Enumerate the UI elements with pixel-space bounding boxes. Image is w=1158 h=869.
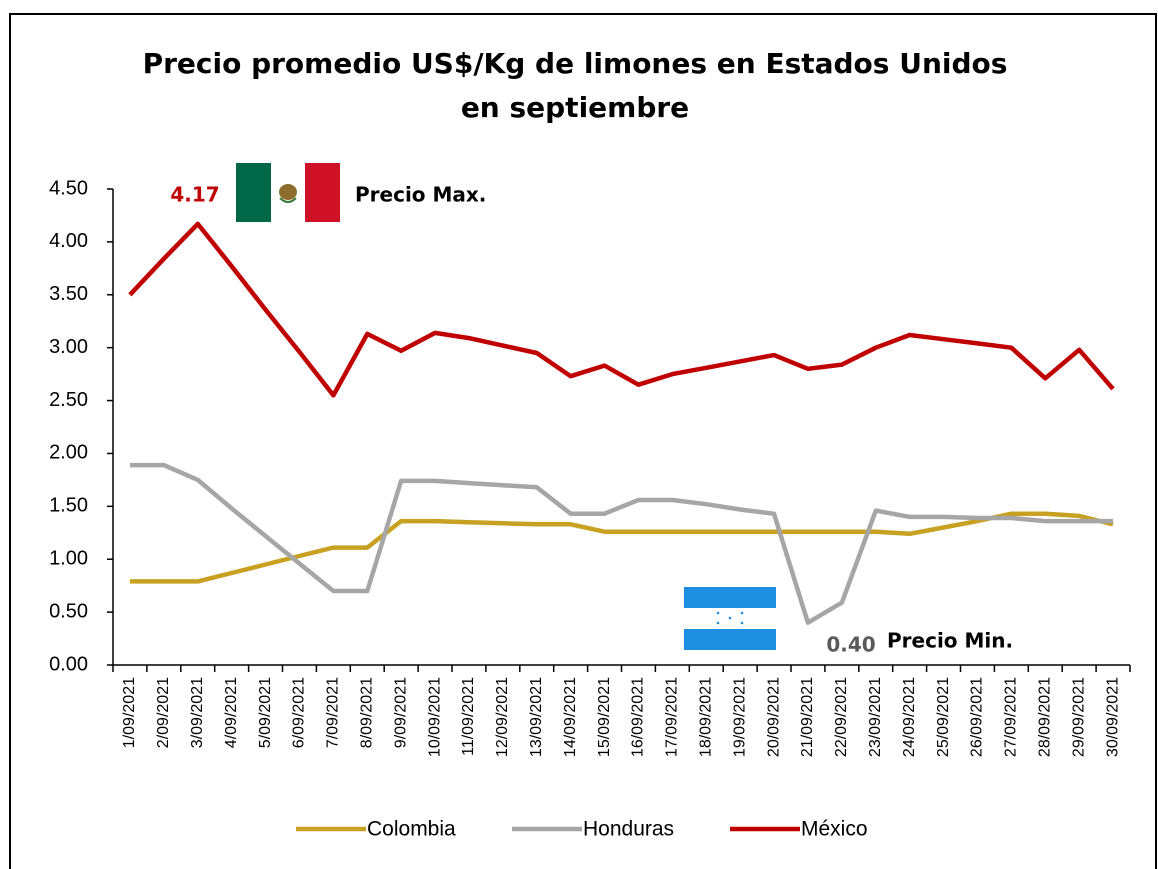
annotation: 0.40 xyxy=(826,633,875,657)
y-tick-label: 4.50 xyxy=(49,177,88,199)
x-tick-label: 30/09/2021 xyxy=(1104,677,1121,757)
x-tick-label: 4/09/2021 xyxy=(223,677,240,748)
y-tick-label: 2.00 xyxy=(49,442,88,464)
x-tick-label: 17/09/2021 xyxy=(664,677,681,757)
mexico-flag xyxy=(236,163,340,222)
honduras-flag xyxy=(684,587,776,650)
x-tick-label: 11/09/2021 xyxy=(460,677,477,756)
series-line xyxy=(128,221,1115,398)
x-tick-label: 28/09/2021 xyxy=(1036,677,1053,757)
y-tick-label: 3.00 xyxy=(49,336,88,358)
y-tick-label: 1.50 xyxy=(49,495,88,517)
x-tick-label: 25/09/2021 xyxy=(935,677,952,757)
x-tick-label: 8/09/2021 xyxy=(358,677,375,748)
x-tick-label: 16/09/2021 xyxy=(630,677,647,757)
x-tick-label: 21/09/2021 xyxy=(799,677,816,757)
x-tick-label: 3/09/2021 xyxy=(189,677,206,748)
x-tick-label: 29/09/2021 xyxy=(1070,677,1087,757)
x-tick-label: 23/09/2021 xyxy=(867,677,884,757)
x-tick-label: 22/09/2021 xyxy=(833,677,850,757)
legend-label: Colombia xyxy=(367,818,456,841)
x-tick-label: 15/09/2021 xyxy=(596,677,613,757)
x-tick-label: 12/09/2021 xyxy=(494,677,511,757)
x-tick-label: 10/09/2021 xyxy=(426,677,443,757)
x-tick-label: 2/09/2021 xyxy=(155,677,172,748)
x-tick-label: 1/09/2021 xyxy=(121,677,138,748)
x-tick-label: 20/09/2021 xyxy=(765,677,782,757)
x-tick-label: 7/09/2021 xyxy=(325,677,342,748)
y-tick-label: 3.50 xyxy=(49,283,88,305)
y-tick-label: 0.00 xyxy=(49,653,88,675)
x-tick-label: 14/09/2021 xyxy=(562,677,579,757)
legend-label: México xyxy=(801,818,868,841)
y-tick-label: 1.00 xyxy=(49,548,88,570)
x-tick-label: 18/09/2021 xyxy=(697,677,714,757)
x-tick-label: 19/09/2021 xyxy=(731,677,748,757)
x-tick-label: 27/09/2021 xyxy=(1003,677,1020,757)
frame xyxy=(9,13,1157,869)
series-line xyxy=(129,462,1113,625)
chart-title: Precio promedio US$/Kg de limones en Est… xyxy=(142,47,1008,124)
annotation: Precio Min. xyxy=(887,629,1013,653)
x-tick-label: 13/09/2021 xyxy=(528,677,545,757)
legend-label: Honduras xyxy=(583,818,674,841)
x-tick-label: 6/09/2021 xyxy=(291,677,308,748)
x-tick-label: 26/09/2021 xyxy=(969,677,986,757)
annotation: 4.17 xyxy=(170,183,219,207)
x-tick-label: 9/09/2021 xyxy=(392,677,409,748)
x-tick-label: 5/09/2021 xyxy=(257,677,274,748)
x-tick-label: 24/09/2021 xyxy=(901,677,918,757)
y-tick-label: 4.00 xyxy=(49,230,88,252)
y-tick-label: 2.50 xyxy=(49,389,88,411)
y-tick-label: 0.50 xyxy=(49,600,88,622)
annotation: Precio Max. xyxy=(355,183,486,207)
